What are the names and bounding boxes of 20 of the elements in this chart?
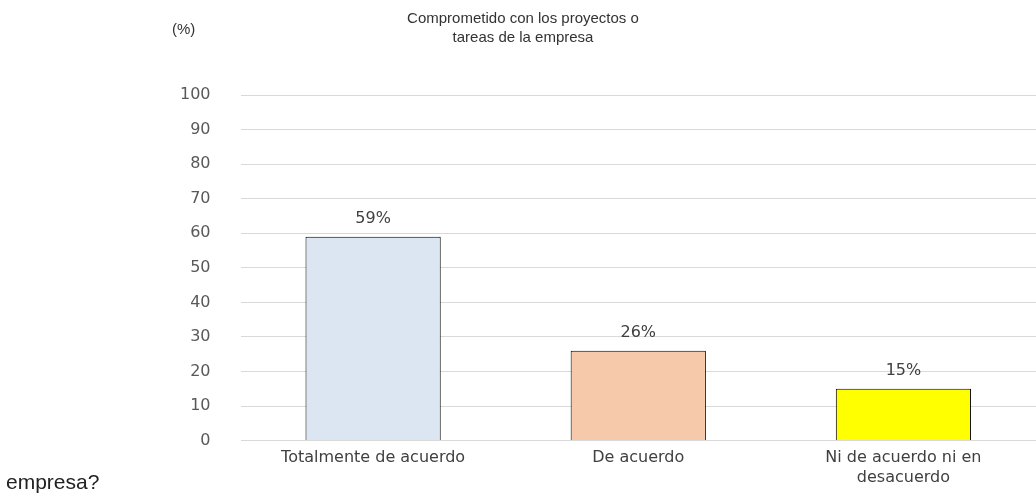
y-tick-label: 80 bbox=[190, 153, 211, 173]
y-axis-title: (%) bbox=[172, 20, 196, 37]
x-tick-label: Ni de acuerdo ni en desacuerdo bbox=[825, 447, 982, 486]
x-tick-label: Totalmente de acuerdo bbox=[280, 447, 466, 467]
y-tick-label: 50 bbox=[190, 256, 211, 276]
y-tick-label: 30 bbox=[190, 326, 211, 346]
y-tick-label: 100 bbox=[179, 84, 211, 104]
y-tick-label: 70 bbox=[190, 187, 211, 207]
chart-title: Comprometido con los proyectos o tareas de la empresa bbox=[406, 8, 640, 46]
y-tick-label: 40 bbox=[190, 291, 211, 311]
y-tick-label: 10 bbox=[190, 395, 211, 415]
data-label: 26% bbox=[620, 321, 657, 341]
data-label: 59% bbox=[355, 207, 391, 227]
y-tick-label: 20 bbox=[190, 360, 211, 380]
data-label: 15% bbox=[885, 359, 922, 379]
y-tick-label: 0 bbox=[200, 429, 211, 449]
y-tick-label: 90 bbox=[190, 118, 211, 138]
y-tick-label: 60 bbox=[190, 222, 211, 242]
x-tick-label: De acuerdo bbox=[592, 447, 685, 467]
text: empresa? bbox=[6, 470, 100, 494]
